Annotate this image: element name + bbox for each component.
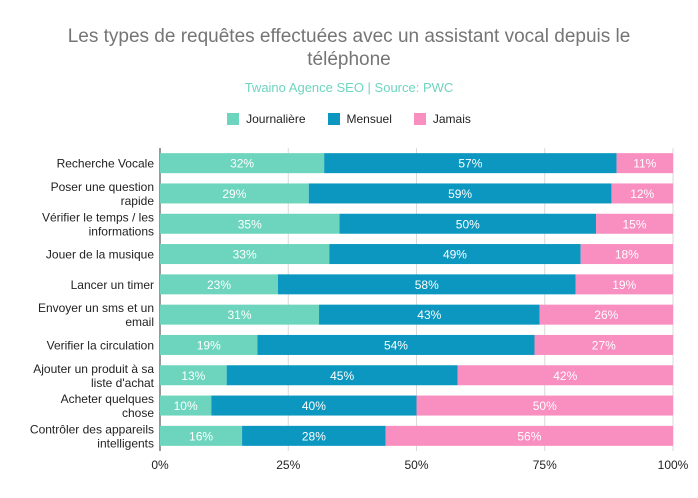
category-label: Vérifier le temps / les [42,210,154,224]
category-label: informations [89,224,154,238]
bar-segment [324,153,617,174]
data-label: 31% [227,308,251,322]
data-label: 16% [189,429,213,443]
data-label: 23% [207,278,231,292]
data-label: 29% [222,187,246,201]
category-label: Ajouter un produit à sa [33,362,154,376]
data-label: 57% [458,157,482,171]
bar-segment [160,334,258,355]
data-label: 40% [302,399,326,413]
data-label: 43% [417,308,441,322]
x-tick-label: 75% [533,458,557,472]
chart-title-line-1: Les types de requêtes effectuées avec un… [67,26,631,47]
bar-segment [616,153,673,174]
category-label: chose [122,406,154,420]
data-label: 59% [448,187,472,201]
bar-segment [257,334,535,355]
bar-segment [226,365,458,386]
legend-label-journaliere: Journalière [246,112,306,126]
data-label: 56% [517,429,541,443]
data-label: 19% [197,338,221,352]
chart-title-line-2: téléphone [307,49,391,70]
data-label: 19% [612,278,636,292]
bar-segment [160,274,278,295]
data-label: 42% [553,369,577,383]
data-label: 50% [533,399,557,413]
data-label: 54% [384,338,408,352]
data-label: 50% [456,217,480,231]
category-label: liste d'achat [91,376,155,390]
bar-segment [160,304,320,325]
legend-item-mensuel: Mensuel [327,112,392,126]
bar-segment [160,153,325,174]
data-label: 18% [615,248,639,262]
x-tick-label: 0% [151,458,169,472]
data-label: 49% [443,248,467,262]
data-label: 35% [238,217,262,231]
bar-segment [329,244,581,265]
data-label: 45% [330,369,354,383]
category-label: Poser une question [51,180,154,194]
data-label: 33% [233,248,257,262]
legend-item-jamais: Jamais [413,112,471,126]
x-tick-label: 100% [658,458,689,472]
data-label: 58% [415,278,439,292]
x-tick-label: 50% [404,458,428,472]
bar-segment [580,244,673,265]
bar-segment [160,425,243,446]
category-label: Contrôler des appareils [30,422,154,436]
data-label: 12% [630,187,654,201]
data-label: 11% [633,157,656,171]
category-label: Envoyer un sms et un [38,301,154,315]
legend: Journalière Mensuel Jamais [0,112,698,126]
bar-segment [319,304,540,325]
category-label: intelligents [97,436,154,450]
legend-swatch-mensuel [327,113,340,125]
bar-segment [242,425,386,446]
legend-swatch-jamais [413,113,426,125]
bar-segment [457,365,673,386]
data-label: 32% [230,157,254,171]
bar-segment [575,274,673,295]
data-label: 28% [302,429,326,443]
chart-title: Les types de requêtes effectuées avec un… [0,25,698,71]
data-label: 10% [174,399,198,413]
bar-segment [385,425,673,446]
bar-segment [534,334,673,355]
category-label: email [125,315,154,329]
category-label: Lancer un timer [71,278,154,292]
bar-segment [611,183,673,204]
bar-segment [160,365,227,386]
chart-subtitle: Twaino Agence SEO | Source: PWC [244,80,454,95]
category-label: Jouer de la musique [46,248,154,262]
data-label: 13% [181,369,205,383]
bar-segment [160,183,309,204]
legend-swatch-journaliere [227,113,240,125]
bar-segment [160,395,212,416]
data-label: 26% [594,308,618,322]
bar-segment [211,395,417,416]
legend-item-journaliere: Journalière [227,112,306,126]
bar-segment [539,304,673,325]
bar-segment [277,274,576,295]
data-label: 15% [623,217,647,231]
legend-label-jamais: Jamais [432,112,471,126]
legend-label-mensuel: Mensuel [346,112,392,126]
bar-segment [416,395,673,416]
category-label: Verifier la circulation [47,338,154,352]
category-label: rapide [121,194,155,208]
category-label: Acheter quelques [61,392,154,406]
bar-segment [160,213,340,234]
bar-segment [596,213,673,234]
data-label: 27% [592,338,616,352]
bar-segment [308,183,612,204]
bar-segment [160,244,330,265]
category-label: Recherche Vocale [57,157,155,171]
bar-segment [339,213,597,234]
x-tick-label: 25% [276,458,300,472]
